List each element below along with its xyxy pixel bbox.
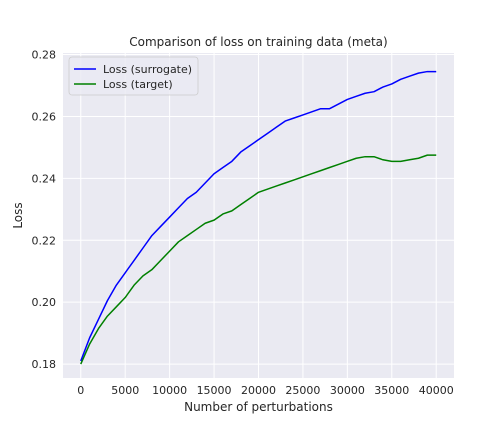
x-tick-label: 30000 (330, 384, 365, 397)
legend-label: Loss (surrogate) (103, 63, 192, 76)
x-tick-label: 15000 (197, 384, 232, 397)
y-axis-label: Loss (11, 202, 25, 228)
x-axis-ticks: 0 5000 10000 15000 20000 25000 30000 35000 40000 (77, 384, 453, 397)
x-tick-label: 5000 (111, 384, 139, 397)
grid-lines (63, 53, 454, 378)
chart-title: Comparison of loss on training data (met… (129, 35, 387, 49)
x-axis-label: Number of perturbations (184, 400, 333, 414)
legend-label: Loss (target) (103, 78, 173, 91)
x-tick-label: 0 (77, 384, 84, 397)
legend: Loss (surrogate) Loss (target) (68, 56, 199, 96)
series-line-target (80, 154, 437, 365)
series-lines (80, 70, 437, 365)
y-tick-label: 0.22 (32, 234, 57, 247)
x-tick-label: 20000 (241, 384, 276, 397)
x-tick-label: 25000 (285, 384, 320, 397)
legend-box (68, 56, 199, 96)
y-tick-label: 0.26 (32, 110, 57, 123)
x-tick-label: 40000 (419, 384, 454, 397)
x-tick-label: 35000 (374, 384, 409, 397)
y-tick-label: 0.20 (32, 296, 57, 309)
series-line-surrogate (80, 70, 437, 362)
y-tick-label: 0.18 (32, 358, 57, 371)
y-axis-ticks: 0.18 0.20 0.22 0.24 0.26 0.28 (32, 49, 57, 372)
y-tick-label: 0.28 (32, 49, 57, 62)
x-tick-label: 10000 (152, 384, 187, 397)
y-tick-label: 0.24 (32, 172, 57, 185)
